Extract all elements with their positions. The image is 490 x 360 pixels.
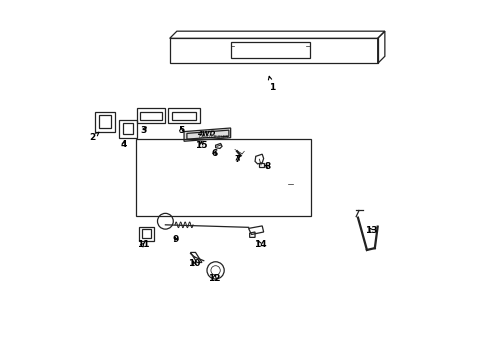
Text: 13: 13 (366, 226, 378, 235)
Text: 1: 1 (269, 76, 275, 92)
Text: LAND CRUISER: LAND CRUISER (199, 135, 228, 139)
Text: 7: 7 (235, 155, 241, 164)
Text: 5: 5 (178, 126, 184, 135)
Text: 8: 8 (264, 162, 270, 171)
Text: 3: 3 (141, 126, 147, 135)
Polygon shape (184, 128, 231, 141)
Text: 14: 14 (254, 240, 267, 249)
Text: 15: 15 (195, 141, 207, 150)
Text: 4: 4 (121, 140, 127, 149)
Text: 10: 10 (188, 259, 200, 268)
Text: 12: 12 (208, 274, 221, 283)
Text: 9: 9 (173, 235, 179, 244)
Text: 6: 6 (212, 149, 218, 158)
Text: 2: 2 (90, 132, 99, 142)
Text: 4WD: 4WD (197, 131, 216, 137)
Text: 11: 11 (137, 240, 149, 249)
